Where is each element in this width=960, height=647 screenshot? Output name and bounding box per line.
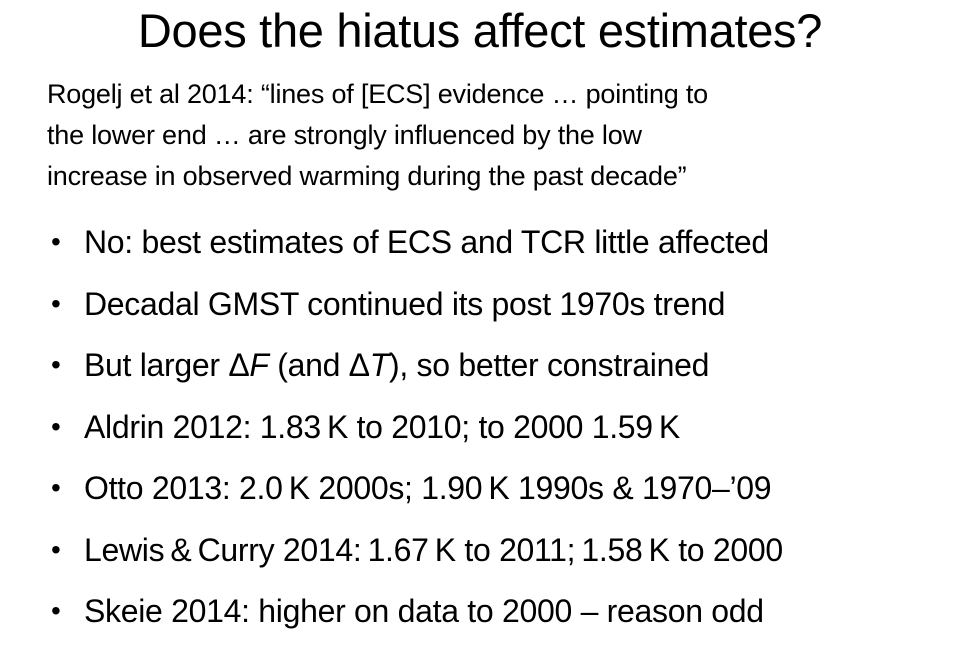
bullet-item: • But larger ΔF (and ΔT), so better cons… (47, 339, 947, 401)
bullet-text: Skeie 2014: higher on data to 2000 – rea… (84, 593, 764, 629)
bullet-item: • Aldrin 2012: 1.83 K to 2010; to 2000 1… (47, 401, 947, 463)
bullet-dot-icon: • (51, 472, 61, 503)
bullet-text-part: But larger Δ (84, 347, 250, 383)
bullet-dot-icon: • (51, 287, 61, 319)
bullet-item: • No: best estimates of ECS and TCR litt… (47, 216, 947, 278)
bullet-text-part: ), so better constrained (389, 347, 710, 383)
bullet-text: Lewis & Curry 2014: 1.67 K to 2011; 1.58… (84, 531, 783, 568)
bullet-text-italic-f: F (249, 347, 269, 383)
bullet-dot-icon: • (51, 533, 61, 565)
slide: Does the hiatus affect estimates? Rogelj… (47, 4, 937, 629)
quote-line: Rogelj et al 2014: “lines of [ECS] evide… (47, 79, 708, 109)
bullet-item: • Lewis & Curry 2014: 1.67 K to 2011; 1.… (47, 524, 947, 586)
bullet-dot-icon: • (51, 349, 61, 380)
bullet-text: Aldrin 2012: 1.83 K to 2010; to 2000 1.5… (84, 408, 680, 445)
bullet-dot-icon: • (51, 226, 61, 257)
bullet-text-italic-t: T (369, 347, 390, 383)
bullet-dot-icon: • (51, 595, 61, 626)
quote-block: Rogelj et al 2014: “lines of [ECS] evide… (47, 74, 937, 197)
bullet-item: • Decadal GMST continued its post 1970s … (47, 278, 947, 340)
bullet-dot-icon: • (51, 410, 61, 442)
bullet-text-part: (and Δ (268, 347, 370, 383)
bullet-text: But larger ΔF (and ΔT), so better constr… (84, 339, 709, 391)
bullet-text: No: best estimates of ECS and TCR little… (84, 224, 769, 260)
bullet-text: Otto 2013: 2.0 K 2000s; 1.90 K 1990s & 1… (84, 470, 772, 506)
quote-line: the lower end … are strongly influenced … (47, 120, 642, 150)
bullet-item: • Otto 2013: 2.0 K 2000s; 1.90 K 1990s &… (47, 462, 947, 524)
bullet-list: • No: best estimates of ECS and TCR litt… (47, 216, 947, 647)
bullet-text: Decadal GMST continued its post 1970s tr… (84, 285, 726, 322)
slide-title: Does the hiatus affect estimates? (137, 4, 823, 57)
quote-line: increase in observed warming during the … (47, 161, 687, 191)
bullet-item: • Skeie 2014: higher on data to 2000 – r… (47, 585, 947, 647)
